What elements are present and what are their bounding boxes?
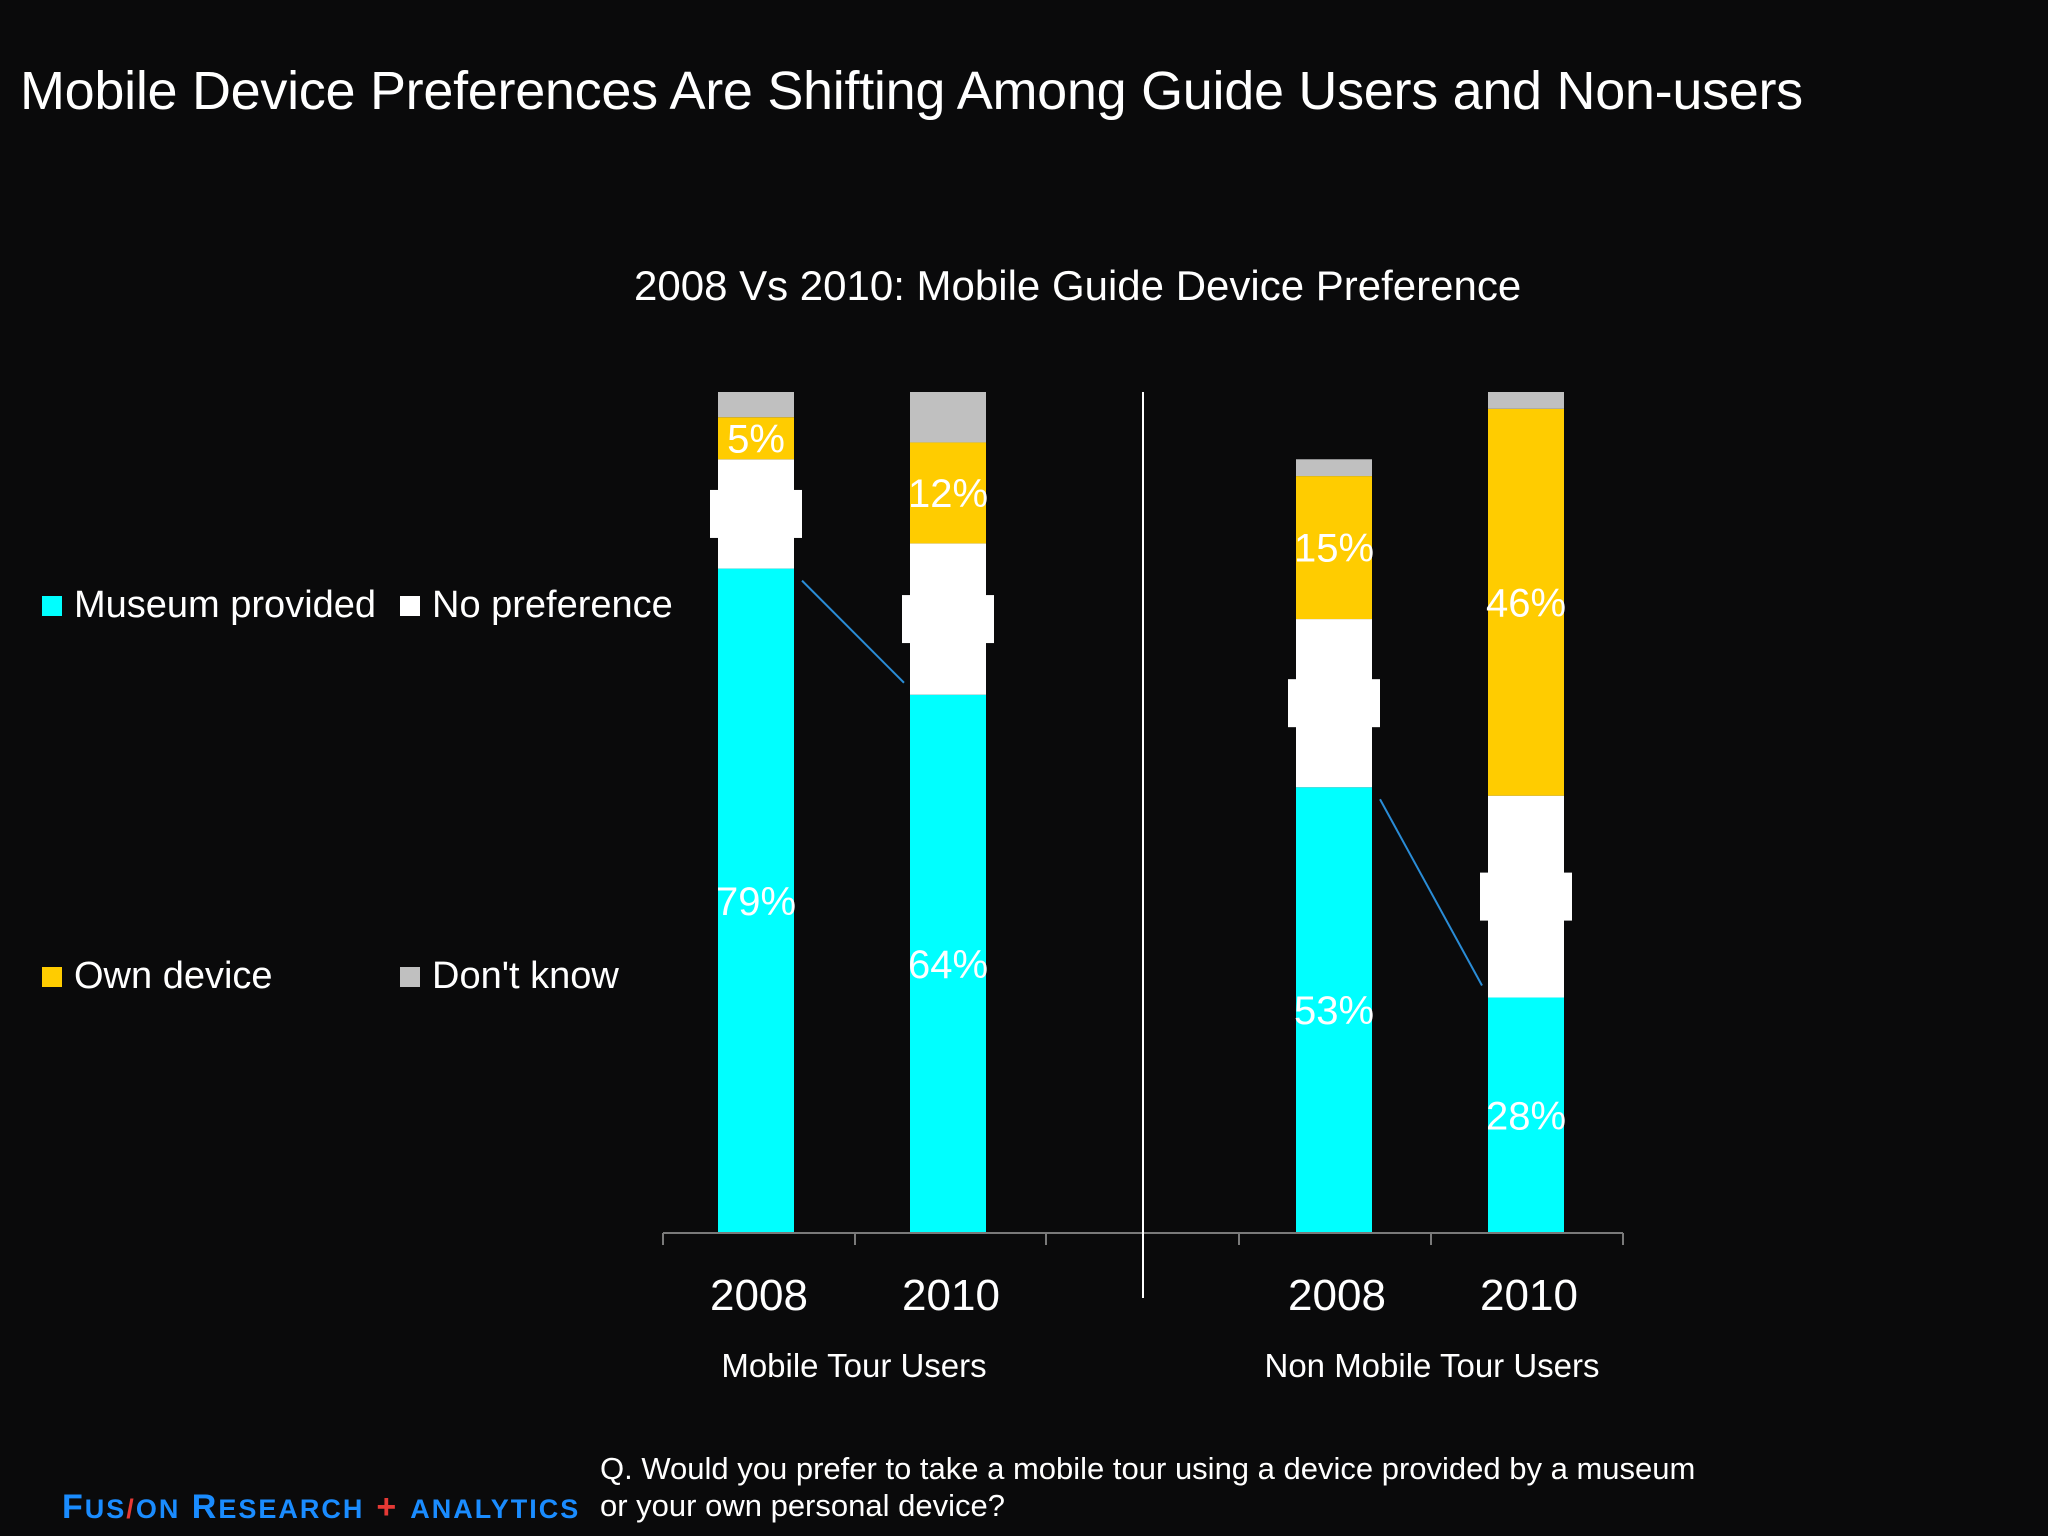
- legend-item-museum-provided: Museum provided: [42, 584, 376, 627]
- legend-item-dont-know: Don't know: [400, 955, 619, 998]
- survey-question-line-1: Q. Would you prefer to take a mobile tou…: [600, 1451, 1696, 1486]
- brand-plus: +: [376, 1488, 399, 1526]
- data-label: 79%: [716, 880, 796, 924]
- no-preference-marker: [902, 595, 994, 644]
- bar-segment-own-device: [1488, 408, 1564, 796]
- legend-item-no-preference: No preference: [400, 584, 673, 627]
- legend-item-own-device: Own device: [42, 955, 273, 998]
- no-preference-marker: [710, 489, 802, 538]
- brand-letter: F: [62, 1488, 85, 1526]
- bar-segment-museum-provided: [718, 568, 794, 1233]
- bar-segment-museum-provided: [1296, 787, 1372, 1233]
- data-label: 53%: [1294, 989, 1374, 1033]
- survey-question: Q. Would you prefer to take a mobile tou…: [600, 1450, 1695, 1524]
- connector-line: [1379, 798, 1483, 987]
- data-label: 64%: [908, 943, 988, 987]
- brand-letter: ON: [135, 1494, 181, 1524]
- brand-letter: ESEARCH: [218, 1494, 365, 1524]
- data-label: 5%: [727, 417, 785, 461]
- legend-label-own-device: Own device: [74, 955, 273, 997]
- legend-swatch-dont-know: [400, 966, 420, 987]
- bar-segment-museum-provided: [910, 694, 986, 1233]
- legend-label-dont-know: Don't know: [432, 955, 619, 997]
- legend-label-museum-provided: Museum provided: [74, 584, 377, 626]
- no-preference-marker: [1480, 872, 1572, 921]
- legend-swatch-no-preference: [400, 595, 420, 616]
- bar-segment-own-device: [718, 417, 794, 460]
- brand-logo: FUS/ON RESEARCH + ANALYTICS: [62, 1488, 580, 1527]
- bar-segment-don-t-know: [718, 392, 794, 418]
- legend-swatch-museum-provided: [42, 595, 62, 616]
- bar-segment-museum-provided: [1488, 997, 1564, 1233]
- data-label: 15%: [1294, 527, 1374, 571]
- data-label: 28%: [1486, 1094, 1566, 1138]
- bar-segment-don-t-know: [1488, 392, 1564, 409]
- bar-segment-don-t-know: [1296, 459, 1372, 477]
- bar-segment-own-device: [1296, 476, 1372, 620]
- survey-question-line-2: or your own personal device?: [600, 1488, 1005, 1523]
- x-tick-label: 2008: [1288, 1271, 1386, 1320]
- slide-title: Mobile Device Preferences Are Shifting A…: [20, 61, 1803, 121]
- brand-letter: ANALYTICS: [410, 1494, 581, 1524]
- group-label: Non Mobile Tour Users: [1264, 1347, 1599, 1384]
- legend-label-no-preference: No preference: [432, 584, 673, 626]
- data-label: 46%: [1486, 581, 1566, 625]
- brand-slash: /: [126, 1494, 136, 1524]
- connector-line: [801, 579, 905, 684]
- chart-title: 2008 Vs 2010: Mobile Guide Device Prefer…: [634, 262, 1522, 309]
- x-tick-label: 2008: [710, 1271, 808, 1320]
- no-preference-marker: [1288, 679, 1380, 728]
- bar-segment-don-t-know: [910, 392, 986, 443]
- bar-segment-own-device: [910, 442, 986, 544]
- x-tick-label: 2010: [902, 1271, 1000, 1320]
- x-tick-label: 2010: [1480, 1271, 1578, 1320]
- brand-letter: R: [191, 1488, 219, 1526]
- legend-swatch-own-device: [42, 966, 62, 987]
- brand-letter: US: [84, 1494, 127, 1524]
- data-label: 12%: [908, 472, 988, 516]
- group-label: Mobile Tour Users: [721, 1347, 986, 1384]
